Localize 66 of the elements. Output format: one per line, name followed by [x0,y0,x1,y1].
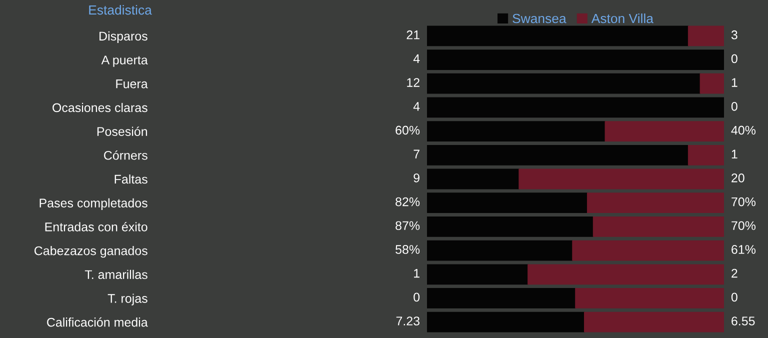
text: 0 [731,54,738,64]
text: 60% [396,126,420,135]
text: 58% [396,245,420,254]
y-tick-label: Pases completados [40,198,148,210]
y-axis-title: Estadistica [89,5,152,15]
text: 9 [414,174,420,182]
bar [572,240,724,261]
text: 1 [732,78,738,87]
text: 3 [731,30,738,40]
y-tick-label: Córners [104,150,148,160]
bar [604,121,724,142]
bar [700,73,724,94]
y-tick-label: Cabezazos ganados [34,246,148,258]
bar [688,144,724,166]
y-tick-label: T. amarillas [84,270,148,280]
text: 12 [407,78,420,87]
text: 4 [413,102,420,111]
bar [427,97,724,118]
bar [427,50,724,70]
text: 61% [732,245,756,254]
text: 1 [732,150,738,158]
bar [427,121,606,142]
bar [427,192,588,214]
bar [528,264,724,285]
bar [592,216,724,237]
y-tick-label: Entradas con éxito [45,222,148,232]
legend-label: Aston Villa [591,13,654,24]
bar [427,312,585,332]
bar [427,264,528,285]
y-tick-label: Fuera [116,80,148,88]
bar [575,288,724,308]
text: 70% [732,221,756,230]
text: 21 [406,30,420,40]
bar [518,168,724,190]
bar [584,312,724,332]
y-tick-label: T. rojas [108,294,148,306]
text: 2 [732,268,738,278]
text: 87% [396,221,420,230]
text: 6.55 [732,316,755,326]
y-tick-label: Posesión [97,126,148,136]
text: 7.23 [396,316,420,326]
y-tick-label: Faltas [114,174,148,184]
bar [688,26,724,46]
y-tick-label: Ocasiones claras [52,102,148,112]
bar [586,192,724,214]
y-tick-label: Calificación media [47,317,148,327]
text: 0 [731,102,738,111]
text: 20 [732,174,744,182]
bar [427,26,689,46]
bar [427,216,594,237]
y-tick-label: A puerta [101,56,148,67]
text: 40% [731,126,756,135]
text: 82% [396,197,420,206]
bar [427,73,701,94]
bar [427,144,689,166]
y-tick-label: Disparos [100,31,148,44]
text: 7 [414,150,420,158]
bar [427,240,573,261]
text: 4 [413,54,420,63]
legend-label: Swansea [512,14,566,24]
text: 70% [732,197,756,206]
text: 0 [731,292,738,302]
text: 0 [414,292,420,302]
bar [427,168,520,190]
text: 1 [414,269,420,278]
bar [427,288,576,308]
